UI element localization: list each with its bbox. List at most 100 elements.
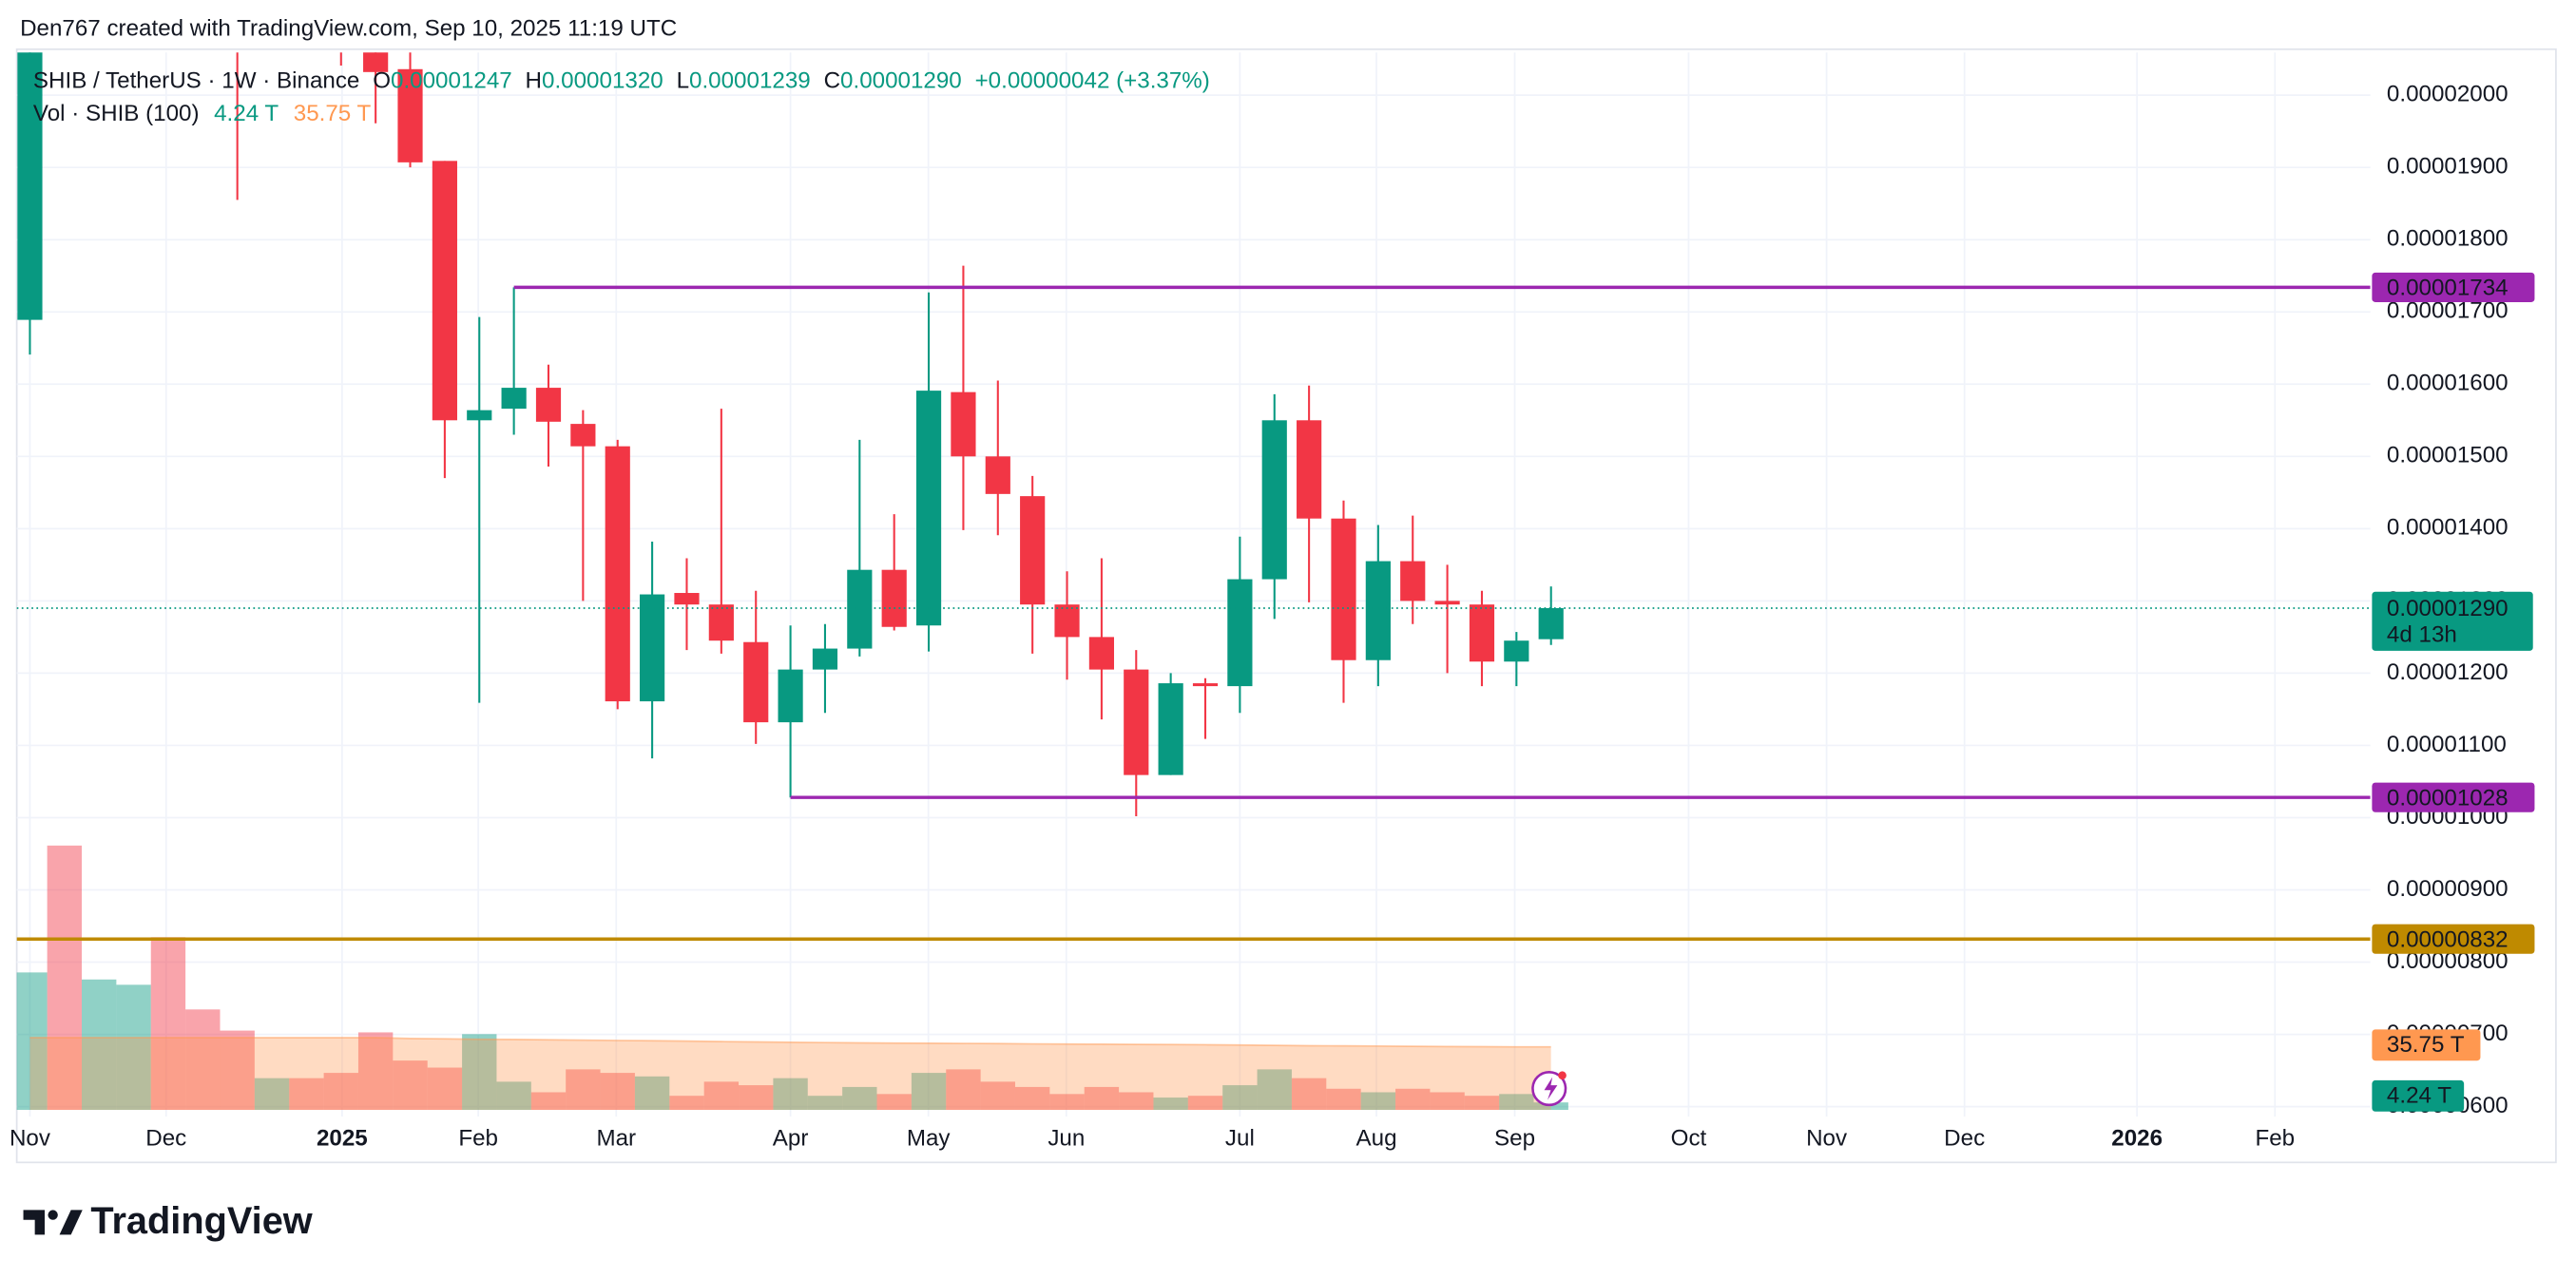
logo-mark: [23, 1210, 46, 1235]
volume-bar: [1291, 1078, 1327, 1111]
volume-bar: [47, 845, 83, 1111]
logo-mark: [59, 1210, 83, 1235]
volume-tag-label: 4.24 T: [2387, 1083, 2451, 1109]
volume-ma-last: 35.75 T: [294, 101, 372, 126]
ohlc-key: L: [677, 68, 689, 94]
volume-bar: [289, 1078, 324, 1111]
y-tick-label: 0.00001700: [2387, 298, 2509, 324]
y-tick-label: 0.00001100: [2387, 732, 2507, 757]
x-tick-label: Jun: [1048, 1126, 1085, 1152]
candle-body: [1020, 496, 1046, 605]
x-tick-label: Aug: [1356, 1126, 1397, 1152]
volume-bar: [1464, 1096, 1500, 1111]
countdown-label: 4d 13h: [2387, 622, 2457, 648]
volume-bar: [1499, 1094, 1534, 1111]
chart-frame: [15, 48, 2557, 1164]
logo: TradingView: [23, 1200, 313, 1242]
candle-body: [432, 161, 457, 421]
x-tick-label: Nov: [1806, 1126, 1847, 1152]
volume-bar: [946, 1069, 981, 1111]
candle-body: [1227, 579, 1253, 687]
y-tick-label: 0.00000900: [2387, 876, 2509, 902]
y-tick-label: 0.00001200: [2387, 659, 2509, 685]
alert-bolt: [1544, 1077, 1558, 1100]
candle-body: [1054, 604, 1080, 638]
candle-body: [1400, 561, 1426, 601]
plot-area: [16, 52, 2371, 1111]
volume-bar: [1395, 1088, 1431, 1111]
alert-icon[interactable]: [1531, 1070, 1567, 1107]
y-tick-label: 0.00001400: [2387, 515, 2509, 541]
candle-body: [17, 52, 43, 320]
price-tag: [2372, 924, 2535, 954]
candle-body: [674, 593, 700, 605]
candle-body: [1192, 683, 1219, 687]
y-tick-label: 0.00002000: [2387, 82, 2509, 107]
x-tick-label: Dec: [145, 1126, 186, 1152]
candle-body: [1088, 637, 1114, 670]
volume-bar: [16, 972, 48, 1111]
candle-body: [1504, 640, 1529, 662]
x-tick-label: Apr: [773, 1126, 809, 1152]
volume-bar: [1119, 1092, 1154, 1111]
candle-body: [1365, 561, 1391, 660]
volume-ma-tag-label: 35.75 T: [2387, 1032, 2465, 1058]
x-tick-label: Oct: [1671, 1126, 1707, 1152]
y-tick-label: 0.00001900: [2387, 154, 2509, 180]
candle-body: [1158, 683, 1183, 775]
volume-bar: [1360, 1092, 1396, 1111]
logo-dot: [48, 1210, 58, 1220]
volume-title: Vol · SHIB (100): [33, 101, 200, 126]
candle-body: [778, 669, 803, 723]
x-tick-label: Jul: [1225, 1126, 1255, 1152]
price-tag: [2372, 782, 2535, 812]
volume-bar: [1084, 1086, 1120, 1111]
candle-body: [363, 52, 389, 72]
x-tick-label: Feb: [458, 1126, 498, 1152]
alert-dot: [1558, 1071, 1567, 1080]
overlay: SHIB / TetherUS · 1W · Binance O0.0000124…: [10, 68, 2535, 1152]
volume-bar: [1222, 1085, 1258, 1111]
ohlc-value: 0.00001247: [391, 68, 512, 94]
candle-body: [847, 569, 873, 649]
volume-bar: [669, 1096, 704, 1111]
volume-tag: [2372, 1079, 2465, 1112]
volume-bar: [116, 984, 151, 1111]
candle-body: [1538, 607, 1564, 640]
candle-body: [467, 410, 492, 421]
volume-bar: [1014, 1086, 1050, 1111]
candle-body: [1469, 604, 1495, 662]
y-tick-label: 0.00001500: [2387, 443, 2509, 468]
x-tick-label: Nov: [10, 1126, 50, 1152]
credit: Den767 created with TradingView.com, Sep…: [20, 15, 677, 41]
change: +0.00000042 (+3.37%): [975, 68, 1210, 94]
grid: [16, 52, 2371, 1117]
volume-ma-line: [29, 1037, 1551, 1048]
candle-body: [708, 604, 734, 641]
x-tick-label: 2025: [317, 1126, 368, 1152]
candle-body: [1297, 420, 1322, 519]
candle-body: [1331, 518, 1356, 660]
volume-bar: [1430, 1092, 1465, 1111]
ohlc-key: H: [526, 68, 542, 94]
volume-bar: [150, 937, 186, 1111]
x-tick-label: Dec: [1944, 1126, 1985, 1152]
volume-bar: [82, 979, 117, 1111]
price-tag: [2372, 272, 2535, 302]
watermark: TradingView: [90, 1200, 312, 1242]
candle-body: [812, 648, 838, 670]
volume-bar: [427, 1067, 463, 1111]
volume-bar: [842, 1086, 877, 1111]
candle-body: [951, 391, 976, 457]
ohlc-value: 0.00001239: [689, 68, 811, 94]
volume-bar: [980, 1081, 1015, 1111]
symbol-legend: SHIB / TetherUS · 1W · Binance O0.0000124…: [33, 68, 1210, 94]
y-tick-label: 0.00001600: [2387, 371, 2509, 396]
price-tag-label: 0.00001734: [2387, 276, 2509, 301]
volume-bar: [462, 1034, 497, 1111]
price-tag-label: 0.00001028: [2387, 785, 2509, 811]
ohlc-value: 0.00001290: [840, 68, 962, 94]
candle-body: [501, 388, 527, 410]
volume-bar: [357, 1032, 394, 1111]
